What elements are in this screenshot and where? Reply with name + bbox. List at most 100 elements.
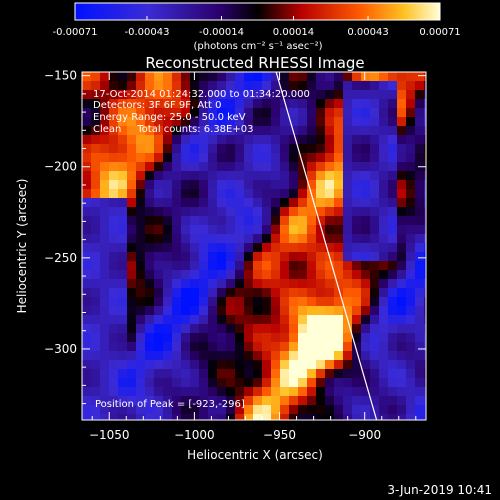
heatmap-cell <box>199 315 208 324</box>
heatmap-cell <box>289 117 298 126</box>
heatmap-cell <box>154 315 163 324</box>
heatmap-cell <box>298 117 307 126</box>
heatmap-cell <box>235 126 244 135</box>
heatmap-cell <box>109 405 118 414</box>
heatmap-cell <box>397 360 406 369</box>
heatmap-cell <box>271 378 280 387</box>
heatmap-cell <box>316 414 325 420</box>
heatmap-cell <box>271 252 280 261</box>
heatmap-cell <box>244 162 253 171</box>
heatmap-cell <box>307 99 316 108</box>
heatmap-cell <box>235 180 244 189</box>
heatmap-cell <box>181 198 190 207</box>
heatmap-cell <box>172 351 181 360</box>
heatmap-cell <box>325 81 334 90</box>
heatmap-cell <box>163 369 172 378</box>
heatmap-cell <box>307 126 316 135</box>
heatmap-cell <box>226 288 235 297</box>
heatmap-cell <box>145 333 154 342</box>
heatmap-cell <box>226 306 235 315</box>
heatmap-cell <box>136 369 145 378</box>
heatmap-cell <box>298 72 307 81</box>
heatmap-cell <box>334 99 343 108</box>
heatmap-cell <box>280 225 289 234</box>
heatmap-cell <box>190 261 199 270</box>
heatmap-cell <box>352 117 361 126</box>
heatmap-cell <box>154 261 163 270</box>
heatmap-cell <box>136 270 145 279</box>
heatmap-cell <box>271 333 280 342</box>
heatmap-cell <box>415 198 424 207</box>
heatmap-cell <box>271 405 280 414</box>
heatmap-cell <box>280 90 289 99</box>
heatmap-cell <box>325 324 334 333</box>
heatmap-cell <box>361 351 370 360</box>
heatmap-cell <box>118 297 127 306</box>
heatmap-cell <box>109 135 118 144</box>
heatmap-cell <box>244 333 253 342</box>
heatmap-cell <box>325 396 334 405</box>
heatmap-cell <box>100 171 109 180</box>
heatmap-cell <box>352 198 361 207</box>
heatmap-cell <box>316 306 325 315</box>
heatmap-cell <box>145 396 154 405</box>
heatmap-cell <box>100 90 109 99</box>
heatmap-cell <box>388 99 397 108</box>
heatmap-cell <box>424 342 426 351</box>
heatmap-cell <box>154 117 163 126</box>
heatmap-cell <box>163 297 172 306</box>
heatmap-cell <box>217 378 226 387</box>
heatmap-cell <box>307 261 316 270</box>
heatmap-cell <box>181 144 190 153</box>
heatmap-cell <box>235 396 244 405</box>
heatmap-cell <box>298 126 307 135</box>
heatmap-cell <box>343 108 352 117</box>
heatmap-cell <box>226 198 235 207</box>
heatmap-cell <box>280 234 289 243</box>
x-tick-label: −900 <box>348 428 381 442</box>
heatmap-cell <box>91 81 100 90</box>
heatmap-cell <box>271 387 280 396</box>
heatmap-cell <box>334 378 343 387</box>
heatmap-cell <box>244 144 253 153</box>
heatmap-cell <box>262 171 271 180</box>
heatmap-cell <box>217 351 226 360</box>
heatmap-cell <box>289 261 298 270</box>
heatmap-cell <box>280 270 289 279</box>
heatmap-cell <box>82 198 91 207</box>
heatmap-cell <box>415 117 424 126</box>
heatmap-cell <box>172 378 181 387</box>
heatmap-cell <box>298 270 307 279</box>
heatmap-cell <box>361 414 370 420</box>
heatmap-cell <box>361 108 370 117</box>
heatmap-cell <box>253 90 262 99</box>
heatmap-cell <box>343 207 352 216</box>
heatmap-cell <box>109 207 118 216</box>
heatmap-cell <box>190 108 199 117</box>
heatmap-cell <box>298 171 307 180</box>
heatmap-cell <box>307 252 316 261</box>
heatmap-cell <box>379 162 388 171</box>
heatmap-cell <box>208 405 217 414</box>
heatmap-cell <box>154 369 163 378</box>
heatmap-cell <box>118 135 127 144</box>
heatmap-cell <box>262 378 271 387</box>
heatmap-cell <box>235 279 244 288</box>
heatmap-cell <box>91 378 100 387</box>
heatmap-cell <box>109 225 118 234</box>
heatmap-cell <box>352 234 361 243</box>
heatmap-cell <box>172 315 181 324</box>
heatmap-cell <box>199 189 208 198</box>
heatmap-cell <box>127 297 136 306</box>
heatmap-cell <box>91 225 100 234</box>
heatmap-cell <box>244 72 253 81</box>
heatmap-cell <box>361 81 370 90</box>
heatmap-cell <box>289 234 298 243</box>
heatmap-cell <box>280 144 289 153</box>
heatmap-cell <box>280 333 289 342</box>
heatmap-cell <box>154 252 163 261</box>
heatmap-cell <box>136 333 145 342</box>
heatmap-cell <box>298 261 307 270</box>
heatmap-cell <box>91 153 100 162</box>
heatmap-cell <box>217 414 226 420</box>
